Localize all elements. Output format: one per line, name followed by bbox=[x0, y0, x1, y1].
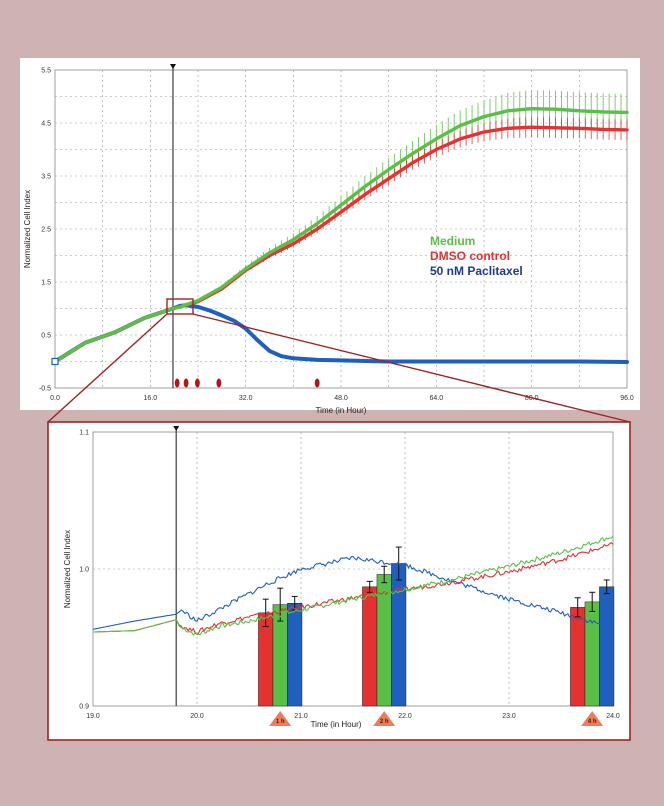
zoom-bar bbox=[599, 586, 615, 707]
legend-medium: Medium bbox=[430, 234, 475, 248]
zoom-bar bbox=[584, 601, 600, 707]
zoom-x-tick-label: 21.0 bbox=[294, 713, 308, 720]
zoom-bar bbox=[391, 563, 407, 707]
zoom-x-tick-label: 19.0 bbox=[86, 713, 100, 720]
main-y-tick-label: 5.5 bbox=[41, 68, 51, 75]
main-events bbox=[174, 378, 320, 388]
zoom-bars bbox=[258, 546, 615, 707]
main-event-marker bbox=[314, 378, 320, 388]
main-y-tick-label: 3.5 bbox=[41, 174, 51, 181]
main-x-axis-label: Time (in Hour) bbox=[316, 406, 367, 415]
zoom-x-tick-label: 24.0 bbox=[606, 713, 620, 720]
zoom-timepoint-label: 2 h bbox=[380, 719, 389, 725]
zoom-y-tick-label: 1.0 bbox=[79, 567, 89, 574]
zoom-y-axis-label: Normalized Cell Index bbox=[63, 530, 72, 608]
main-event-marker bbox=[195, 378, 200, 388]
zoom-lines bbox=[92, 535, 614, 636]
zoom-bar bbox=[287, 603, 303, 707]
zoom-timepoint-label: 1 h bbox=[276, 719, 285, 725]
main-treatment-marker bbox=[169, 64, 176, 69]
zoom-ticks: 19.0 20.0 21.0 22.0 23.0 24.0 0.9 1.0 1.1 bbox=[79, 430, 620, 721]
zoom-series-line bbox=[92, 555, 614, 630]
main-chart: 0.0 16.0 32.0 48.0 64.0 80.0 96.0 -0.5 0.5 1.5 2.5… bbox=[20, 58, 640, 415]
main-y-tick-label: 0.5 bbox=[41, 333, 51, 340]
zoom-connector-right bbox=[192, 313, 631, 423]
main-ticks: 0.0 16.0 32.0 48.0 64.0 80.0 96.0 -0.5 0.5 1.5 2.5… bbox=[39, 68, 634, 403]
main-x-tick-label: 96.0 bbox=[620, 395, 634, 402]
main-y-tick-label: -0.5 bbox=[39, 386, 51, 393]
main-series bbox=[51, 90, 629, 366]
main-x-tick-label: 0.0 bbox=[50, 395, 60, 402]
legend-paclitaxel: 50 nM Paclitaxel bbox=[430, 264, 523, 278]
zoom-y-tick-label: 1.1 bbox=[79, 430, 89, 437]
main-event-marker bbox=[183, 378, 189, 388]
zoom-chart: 19.0 20.0 21.0 22.0 23.0 24.0 0.9 1.0 1.1 1 h 2 h… bbox=[47, 421, 631, 741]
legend-dmso: DMSO control bbox=[430, 249, 510, 263]
main-y-tick-label: 1.5 bbox=[41, 280, 51, 287]
main-start-marker bbox=[51, 357, 59, 366]
zoom-x-tick-label: 22.0 bbox=[398, 713, 412, 720]
main-y-tick-label: 2.5 bbox=[41, 227, 51, 234]
main-x-tick-label: 16.0 bbox=[144, 395, 158, 402]
zoom-bar bbox=[362, 586, 378, 707]
main-x-tick-label: 80.0 bbox=[525, 395, 539, 402]
zoom-markers: 1 h 2 h 4 h bbox=[269, 711, 604, 726]
main-y-axis-label: Normalized Cell Index bbox=[23, 190, 32, 268]
zoom-series-line bbox=[93, 535, 614, 636]
zoom-bar bbox=[570, 607, 586, 707]
main-event-marker bbox=[216, 378, 222, 388]
main-x-tick-label: 32.0 bbox=[239, 395, 253, 402]
zoom-timepoint-label: 4 h bbox=[588, 719, 597, 725]
main-x-tick-label: 48.0 bbox=[334, 395, 348, 402]
zoom-x-tick-label: 20.0 bbox=[190, 713, 204, 720]
main-event-marker bbox=[174, 378, 180, 388]
main-x-tick-label: 64.0 bbox=[430, 395, 444, 402]
zoom-connector-left bbox=[47, 313, 168, 423]
main-grid bbox=[55, 64, 627, 388]
zoom-timepoint-marker bbox=[269, 711, 292, 726]
zoom-timepoint-marker bbox=[581, 711, 604, 726]
main-series-line bbox=[53, 107, 629, 364]
zoom-y-tick-label: 0.9 bbox=[79, 704, 89, 711]
zoom-grid bbox=[93, 426, 613, 706]
zoom-x-tick-label: 23.0 bbox=[502, 713, 516, 720]
main-y-tick-label: 4.5 bbox=[41, 121, 51, 128]
zoom-timepoint-marker bbox=[373, 711, 396, 726]
zoom-region-box bbox=[166, 298, 194, 315]
zoom-x-axis-label: Time (in Hour) bbox=[311, 720, 362, 729]
zoom-treatment-marker bbox=[173, 426, 180, 431]
